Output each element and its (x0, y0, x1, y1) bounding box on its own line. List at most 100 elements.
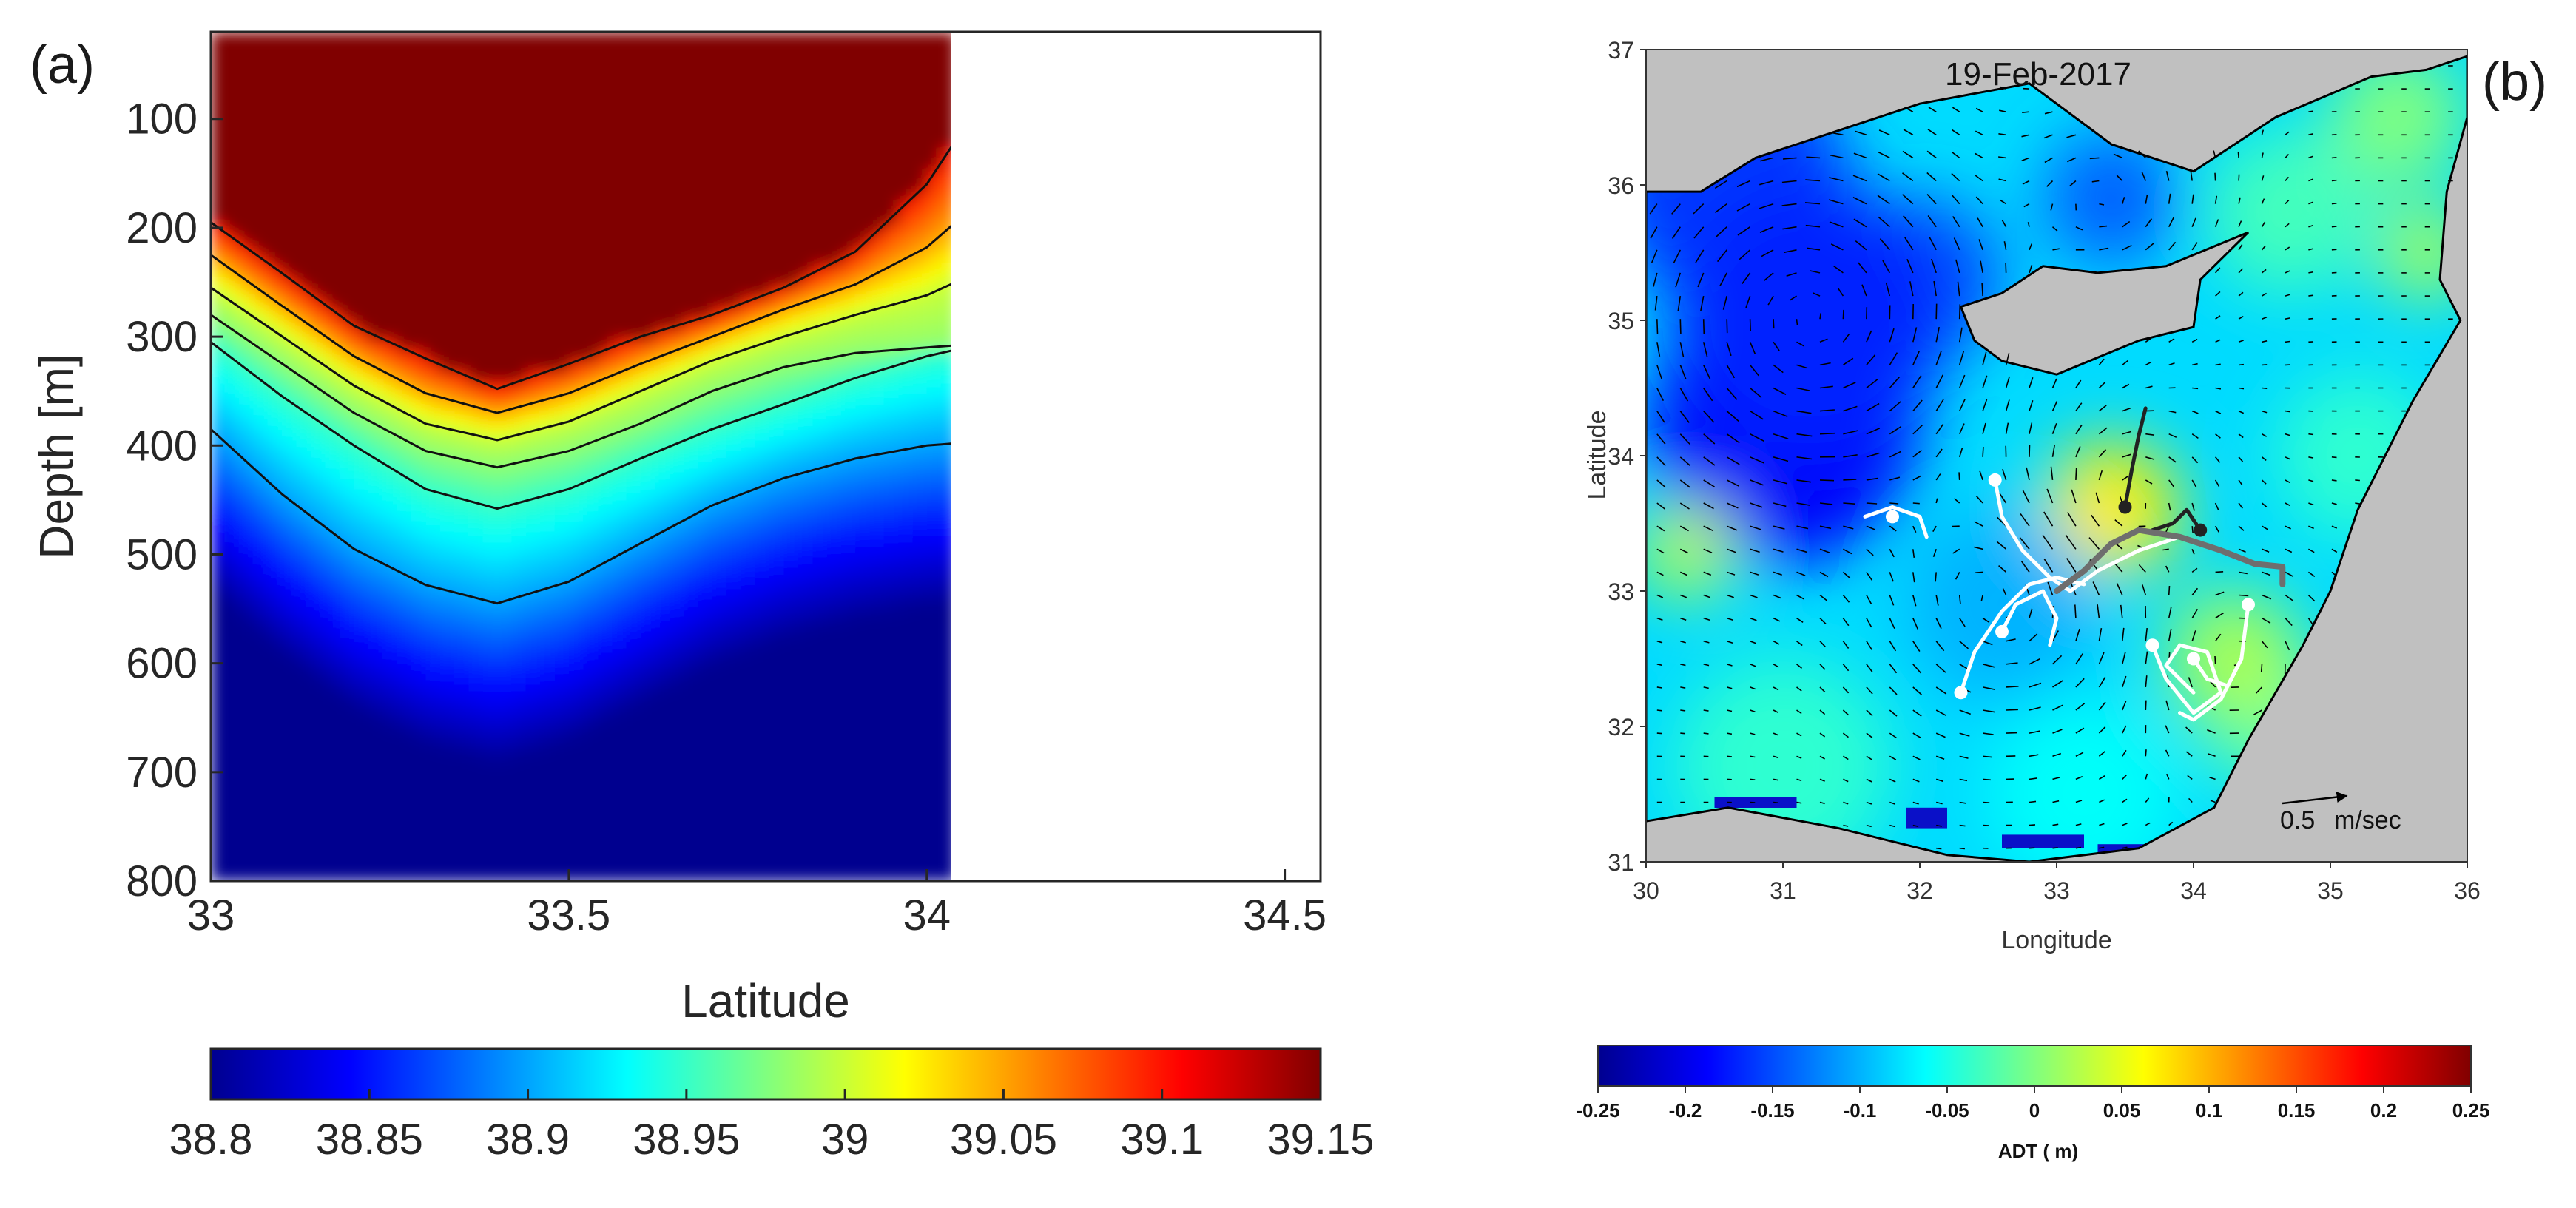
salinity-cell (669, 806, 684, 818)
salinity-cell (883, 180, 900, 192)
salinity-cell (225, 604, 240, 617)
salinity-cell (726, 159, 742, 171)
salinity-cell (311, 520, 326, 532)
salinity-cell (497, 95, 513, 107)
velocity-vector (1703, 617, 1710, 621)
salinity-cell (311, 138, 326, 149)
salinity-cell (268, 562, 283, 574)
salinity-cell (597, 456, 613, 468)
salinity-cell (439, 806, 456, 818)
salinity-cell (482, 541, 499, 553)
salinity-cell (941, 711, 951, 723)
salinity-cell (297, 42, 312, 54)
salinity-cell (239, 785, 255, 797)
salinity-cell (568, 318, 584, 330)
salinity-cell (712, 148, 727, 161)
salinity-cell (655, 265, 670, 277)
salinity-cell (268, 870, 283, 881)
velocity-vector (2098, 382, 2106, 389)
salinity-cell (540, 669, 556, 681)
salinity-cell (726, 392, 742, 405)
velocity-vector (1736, 203, 1750, 212)
salinity-cell (311, 477, 326, 489)
salinity-cell (397, 615, 412, 627)
salinity-cell (225, 223, 240, 234)
salinity-cell (855, 509, 871, 522)
salinity-cell (869, 414, 885, 425)
salinity-cell (239, 732, 255, 744)
salinity-cell (941, 509, 951, 522)
velocity-vector (2191, 410, 2199, 414)
velocity-vector (1726, 686, 1733, 689)
salinity-cell (626, 785, 641, 797)
velocity-vector (1903, 129, 1914, 135)
salinity-cell (926, 520, 943, 532)
velocity-vector (1828, 199, 1844, 205)
salinity-cell (254, 860, 269, 871)
salinity-cell (497, 721, 513, 734)
salinity-cell (655, 169, 670, 181)
salinity-cell (311, 573, 326, 585)
salinity-cell (482, 106, 499, 118)
velocity-vector (1866, 709, 1873, 717)
salinity-cell (239, 180, 255, 192)
salinity-cell (225, 509, 240, 522)
velocity-vector (2191, 526, 2194, 533)
salinity-cell (941, 201, 951, 213)
salinity-cell (840, 647, 856, 659)
salinity-cell (340, 796, 355, 808)
salinity-cell (425, 701, 441, 712)
velocity-vector (2168, 585, 2171, 595)
salinity-cell (912, 456, 928, 468)
salinity-cell (698, 318, 713, 330)
salinity-cell (611, 127, 627, 139)
salinity-cell (640, 584, 655, 595)
salinity-cell (554, 658, 570, 669)
salinity-cell (497, 127, 513, 139)
velocity-vector (1796, 479, 1811, 483)
salinity-cell (439, 308, 456, 320)
salinity-cell (211, 201, 226, 213)
salinity-cell (883, 32, 900, 44)
salinity-cell (883, 159, 900, 171)
salinity-cell (397, 64, 412, 75)
salinity-cell (439, 499, 456, 510)
salinity-cell (741, 276, 756, 288)
salinity-cell (726, 817, 742, 829)
panel-a-depth-section: (a) 33 33.5 34 34.5 10020030040050060070080… (30, 30, 1375, 1164)
panel-a-y-tick-label: 800 (126, 857, 198, 905)
salinity-cell (482, 159, 499, 171)
salinity-cell (783, 201, 799, 213)
salinity-cell (454, 169, 470, 181)
salinity-cell (926, 191, 943, 203)
salinity-cell (597, 626, 613, 638)
salinity-cell (597, 477, 613, 489)
salinity-cell (211, 180, 226, 192)
velocity-vector (1671, 226, 1681, 239)
salinity-cell (425, 499, 441, 510)
salinity-cell (454, 180, 470, 192)
salinity-cell (439, 689, 456, 701)
salinity-cell (525, 530, 542, 542)
salinity-cell (812, 817, 828, 829)
salinity-cell (726, 403, 742, 415)
velocity-vector (1912, 778, 1920, 783)
salinity-cell (755, 838, 770, 850)
salinity-cell (468, 328, 484, 341)
salinity-cell (783, 318, 799, 330)
velocity-vector (1680, 617, 1687, 621)
salinity-cell (397, 159, 412, 171)
salinity-cell (712, 509, 727, 522)
salinity-cell (755, 276, 770, 288)
salinity-cell (454, 233, 470, 245)
salinity-cell (826, 488, 842, 500)
salinity-cell (898, 84, 914, 97)
salinity-cell (712, 828, 727, 840)
salinity-cell (798, 138, 813, 149)
salinity-cell (554, 84, 570, 97)
salinity-cell (698, 74, 713, 86)
salinity-cell (826, 775, 842, 786)
salinity-cell (798, 870, 813, 881)
salinity-cell (254, 689, 269, 701)
salinity-cell (282, 414, 298, 425)
